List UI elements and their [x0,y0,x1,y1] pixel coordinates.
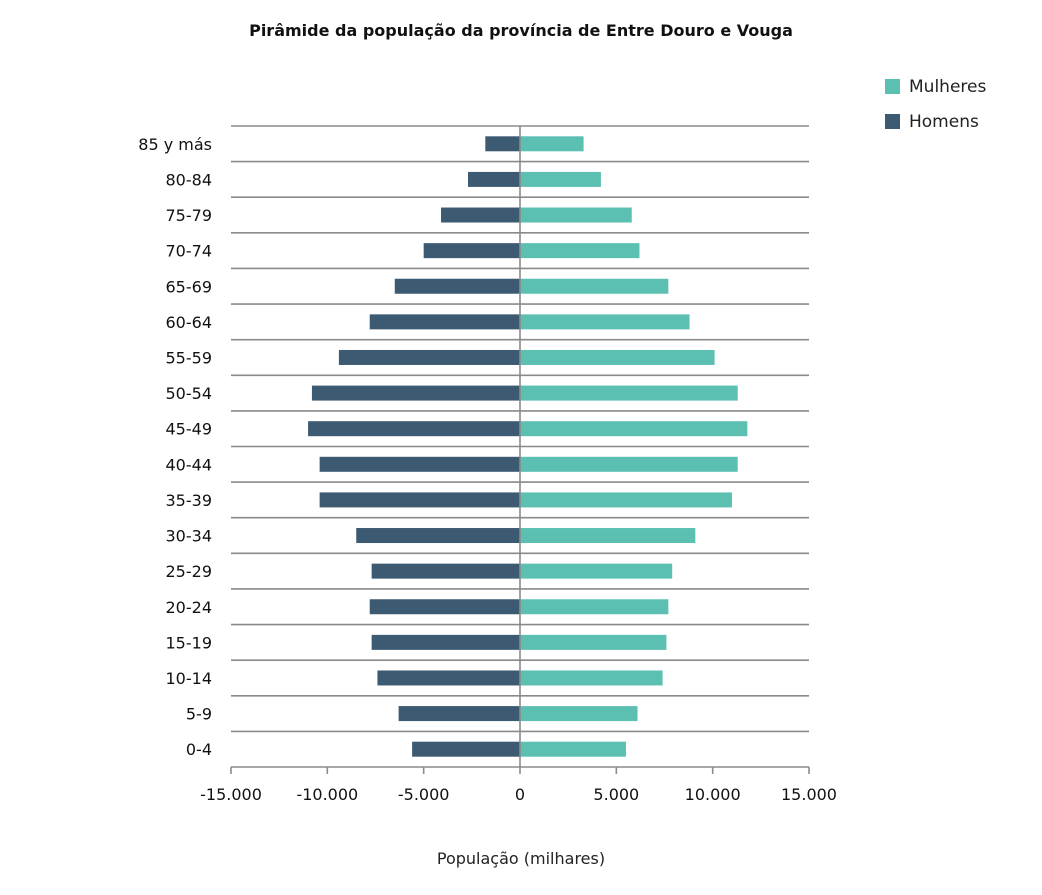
axes [230,126,810,774]
bar-homens-70-74 [423,243,520,259]
category-label: 15-19 [166,633,213,652]
category-label: 80-84 [166,170,213,189]
x-axis-label: População (milhares) [437,849,605,868]
x-tick-label: 0 [515,785,525,804]
bar-homens-35-39 [319,492,520,508]
bar-mulheres-50-54 [520,385,738,401]
bar-mulheres-60-64 [520,314,690,330]
bar-homens-45-49 [308,421,520,437]
bar-mulheres-0-4 [520,741,626,757]
bar-mulheres-35-39 [520,492,732,508]
legend-swatch-homens [885,114,900,129]
bar-homens-65-69 [394,278,520,294]
bar-homens-50-54 [311,385,520,401]
x-tick-label: -15.000 [200,785,262,804]
bar-homens-5-9 [398,706,520,722]
category-label: 70-74 [166,242,213,261]
bar-homens-40-44 [319,456,520,472]
bar-homens-85-y-m-s [485,136,520,152]
chart-title: Pirâmide da população da província de En… [249,21,793,40]
bar-mulheres-70-74 [520,243,640,259]
x-tick-label: -10.000 [296,785,358,804]
category-label: 10-14 [166,669,213,688]
category-label: 65-69 [166,277,213,296]
bar-mulheres-25-29 [520,563,673,579]
legend-swatch-mulheres [885,79,900,94]
x-tick-label: 10.000 [685,785,741,804]
bar-homens-75-79 [441,207,520,223]
bar-mulheres-55-59 [520,349,715,365]
bar-mulheres-5-9 [520,706,638,722]
x-tick-label: 15.000 [781,785,837,804]
category-label: 0-4 [186,740,212,759]
legend-label-mulheres: Mulheres [909,77,986,97]
bar-mulheres-40-44 [520,456,738,472]
bar-mulheres-80-84 [520,171,601,187]
bar-homens-30-34 [356,528,520,544]
bar-mulheres-30-34 [520,528,696,544]
bar-homens-0-4 [412,741,520,757]
category-labels: 85 y más 80-84 75-79 70-74 65-69 60-64 55-59 50… [138,135,212,759]
category-label: 20-24 [166,598,213,617]
category-label: 50-54 [166,384,213,403]
category-label: 30-34 [166,527,213,546]
bar-mulheres-45-49 [520,421,748,437]
x-tick-label: 5.000 [593,785,639,804]
bar-homens-55-59 [338,349,520,365]
bar-homens-15-19 [371,634,520,650]
bar-homens-10-14 [377,670,520,686]
bar-mulheres-75-79 [520,207,632,223]
category-label: 45-49 [166,420,213,439]
bar-mulheres-10-14 [520,670,663,686]
x-tick-label: -5.000 [398,785,450,804]
category-label: 75-79 [166,206,213,225]
category-label: 35-39 [166,491,213,510]
category-label: 85 y más [138,135,212,154]
bar-homens-20-24 [369,599,520,615]
category-label: 55-59 [166,348,213,367]
category-label: 60-64 [166,313,213,332]
bar-mulheres-20-24 [520,599,669,615]
bar-homens-60-64 [369,314,520,330]
bar-mulheres-15-19 [520,634,667,650]
category-label: 40-44 [166,455,213,474]
legend: Mulheres Homens [885,77,986,132]
bar-mulheres-65-69 [520,278,669,294]
legend-label-homens: Homens [909,112,979,132]
bar-homens-25-29 [371,563,520,579]
category-label: 5-9 [186,705,212,724]
category-label: 25-29 [166,562,213,581]
bar-homens-80-84 [467,171,520,187]
bar-mulheres-85-y-m-s [520,136,584,152]
x-tick-labels: -15.000 -10.000 -5.000 0 5.000 10.000 15.000 [200,785,837,804]
bars [308,136,748,757]
